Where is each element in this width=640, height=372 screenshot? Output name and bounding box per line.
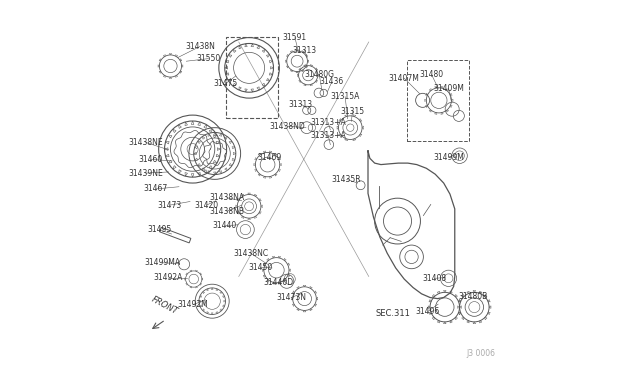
Text: 31473N: 31473N — [276, 293, 306, 302]
Text: 31438N: 31438N — [185, 42, 215, 51]
Text: 31492A: 31492A — [153, 273, 182, 282]
Text: 31480G: 31480G — [304, 70, 334, 79]
Text: 31550: 31550 — [196, 54, 221, 63]
Text: 31495: 31495 — [147, 225, 172, 234]
Text: 31409M: 31409M — [433, 84, 464, 93]
Text: 31438NB: 31438NB — [209, 206, 244, 216]
Text: 31440D: 31440D — [264, 278, 294, 287]
Text: 31438ND: 31438ND — [269, 122, 305, 131]
Text: 31480: 31480 — [419, 70, 444, 79]
Text: 31438NC: 31438NC — [233, 249, 268, 258]
Text: 31407M: 31407M — [388, 74, 420, 83]
Text: 31315A: 31315A — [330, 92, 360, 101]
Text: 31440: 31440 — [212, 221, 237, 230]
Text: 31469: 31469 — [257, 153, 281, 162]
Text: 31313: 31313 — [289, 100, 313, 109]
Text: FRONT: FRONT — [149, 295, 179, 317]
Text: 31438NA: 31438NA — [209, 193, 244, 202]
Text: 31496: 31496 — [416, 307, 440, 316]
Text: 31591: 31591 — [283, 33, 307, 42]
Text: 31450: 31450 — [248, 263, 272, 272]
Text: J3 0006: J3 0006 — [467, 349, 495, 358]
Text: 31436: 31436 — [320, 77, 344, 86]
Text: 31473: 31473 — [157, 201, 182, 210]
Text: 31438NE: 31438NE — [129, 138, 163, 147]
Text: 31439NE: 31439NE — [129, 169, 163, 177]
Text: 31475: 31475 — [214, 79, 238, 88]
Text: 31499MA: 31499MA — [144, 258, 180, 267]
Text: 31313+A: 31313+A — [310, 131, 346, 140]
Text: 31408: 31408 — [422, 274, 447, 283]
Text: 31420: 31420 — [194, 201, 218, 210]
Text: 31313: 31313 — [292, 46, 317, 55]
Text: 31480B: 31480B — [459, 292, 488, 301]
Text: 31435R: 31435R — [332, 175, 362, 184]
Text: 31313+A: 31313+A — [310, 118, 346, 127]
Text: 31315: 31315 — [340, 107, 365, 116]
Text: 31460: 31460 — [139, 155, 163, 164]
Text: 31499M: 31499M — [433, 153, 464, 162]
Text: 31492M: 31492M — [177, 300, 208, 310]
Text: SEC.311: SEC.311 — [376, 309, 410, 318]
Text: 31467: 31467 — [143, 185, 168, 193]
